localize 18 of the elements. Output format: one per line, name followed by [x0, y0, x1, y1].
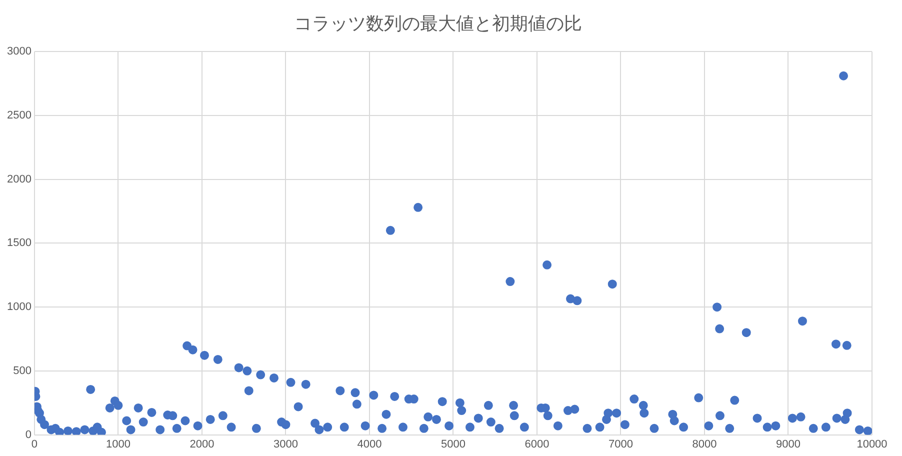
- y-tick-label: 3000: [6, 46, 32, 58]
- y-tick-label: 1000: [6, 301, 32, 314]
- x-tick-label: 8000: [692, 438, 717, 450]
- x-tick-label: 4000: [357, 438, 382, 450]
- x-tick-label: 6000: [524, 438, 550, 450]
- y-tick-label: 1500: [6, 237, 32, 250]
- x-tick-label: 7000: [608, 438, 633, 450]
- x-tick-label: 2000: [190, 438, 214, 450]
- y-tick-label: 0: [25, 428, 32, 441]
- y-tick-label: 500: [13, 364, 32, 377]
- chart-title: コラッツ数列の最大値と初期値の比: [294, 13, 582, 34]
- y-tick-label: 2000: [6, 173, 32, 186]
- x-tick-label: 10000: [856, 438, 888, 450]
- x-tick-label: 5000: [440, 438, 466, 450]
- x-tick-label: 9000: [776, 438, 800, 450]
- x-tick-label: 1000: [106, 438, 130, 450]
- y-tick-label: 2500: [6, 110, 32, 122]
- x-tick-label: 3000: [273, 438, 298, 450]
